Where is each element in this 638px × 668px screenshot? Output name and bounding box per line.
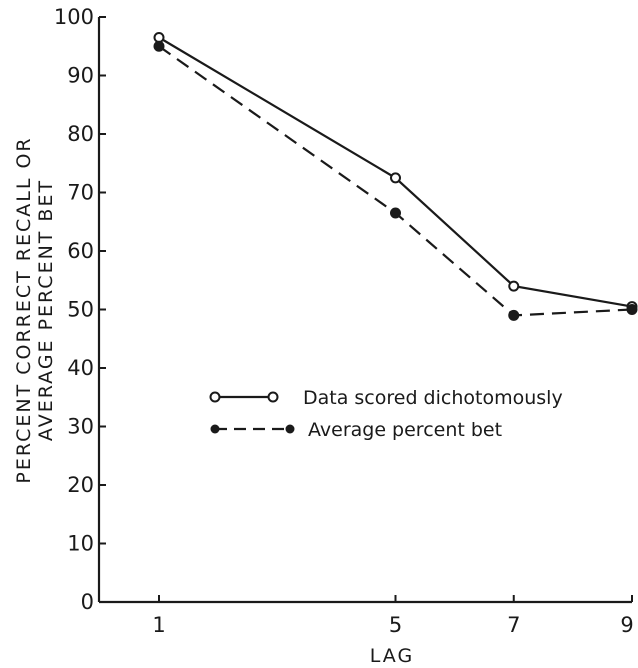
series-line-1 xyxy=(158,36,633,308)
x-tick-label: 9 xyxy=(620,613,633,637)
y-axis-title-line-2: AVERAGE PERCENT BET xyxy=(35,179,57,441)
x-tick-label: 1 xyxy=(152,613,165,637)
y-tick-label: 90 xyxy=(67,64,94,88)
y-tick-label: 0 xyxy=(81,590,94,614)
legend-marker-open-start xyxy=(209,391,221,403)
series-line-2 xyxy=(158,45,633,317)
y-axis-title: PERCENT CORRECT RECALL OR AVERAGE PERCEN… xyxy=(13,136,57,483)
open-data-point xyxy=(508,280,520,292)
legend-marker-open-end xyxy=(267,391,279,403)
y-tick-label: 30 xyxy=(67,415,94,439)
axes xyxy=(97,17,632,604)
y-tick-label: 80 xyxy=(67,122,94,146)
open-data-point xyxy=(153,31,165,43)
legend-entry-series-2: Average percent bet xyxy=(210,419,502,441)
x-axis-title: LAG xyxy=(370,645,414,667)
open-data-point xyxy=(390,172,401,184)
y-tick-label: 100 xyxy=(54,5,94,29)
legend-label-series-2: Average percent bet xyxy=(308,419,502,441)
x-tick-label: 7 xyxy=(507,613,520,637)
filled-data-point xyxy=(390,207,401,219)
y-tick-label: 50 xyxy=(67,298,94,322)
filled-data-point xyxy=(508,309,520,321)
y-ticks: 0 10 20 30 40 50 60 70 80 90 100 xyxy=(54,5,106,614)
legend-marker-filled-start xyxy=(210,424,220,434)
y-tick-label: 60 xyxy=(67,239,94,263)
legend-entry-series-1: Data scored dichotomously xyxy=(209,387,563,409)
y-tick-label: 10 xyxy=(67,532,94,556)
series xyxy=(153,31,638,321)
filled-data-point xyxy=(626,304,638,315)
y-tick-label: 40 xyxy=(67,356,94,380)
x-tick-label: 5 xyxy=(389,613,402,637)
legend-marker-filled-end xyxy=(285,424,295,434)
y-axis-title-line-1: PERCENT CORRECT RECALL OR xyxy=(13,136,35,483)
legend-label-series-1: Data scored dichotomously xyxy=(303,387,563,409)
legend: Data scored dichotomously Average percen… xyxy=(209,387,563,441)
y-tick-label: 70 xyxy=(67,181,94,205)
y-tick-label: 20 xyxy=(67,473,94,497)
filled-data-point xyxy=(153,40,165,52)
